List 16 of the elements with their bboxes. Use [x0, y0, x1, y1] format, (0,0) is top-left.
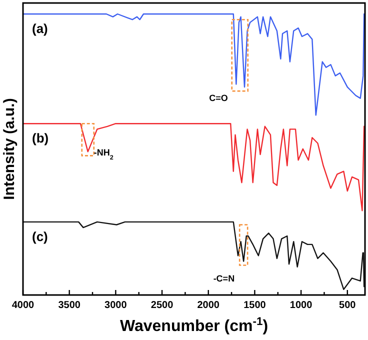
x-tick-label: 3000	[104, 300, 128, 311]
annotation: (a)	[32, 21, 48, 36]
annotation: -C=N	[213, 273, 235, 284]
x-tick-label: 4000	[12, 300, 35, 311]
y-axis-title: Intensity (a.u.)	[1, 98, 18, 200]
annotation: C=O	[209, 93, 228, 104]
annotation: -NH$_{2}$	[94, 148, 114, 162]
x-axis-title: Wavenumber (cm$^{-1}$)	[120, 316, 268, 335]
x-tick-label: 2500	[150, 300, 174, 311]
x-tick-label: 2000	[197, 300, 220, 311]
annotation: (c)	[32, 228, 48, 244]
x-tick-label: 1000	[290, 300, 313, 311]
annotation: (b)	[32, 130, 49, 146]
x-tick-label: 3500	[58, 300, 81, 311]
x-tick-label: 500	[339, 300, 356, 311]
x-tick-label: 1500	[244, 300, 266, 311]
